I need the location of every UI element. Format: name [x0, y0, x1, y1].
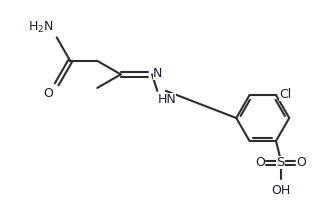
Text: O: O [43, 87, 53, 100]
Text: N: N [153, 67, 162, 80]
Text: S: S [276, 156, 285, 169]
Text: Cl: Cl [280, 88, 292, 101]
Text: O: O [255, 156, 265, 169]
Text: HN: HN [157, 93, 176, 106]
Text: H$_2$N: H$_2$N [28, 20, 53, 35]
Text: OH: OH [271, 184, 290, 197]
Text: O: O [296, 156, 306, 169]
